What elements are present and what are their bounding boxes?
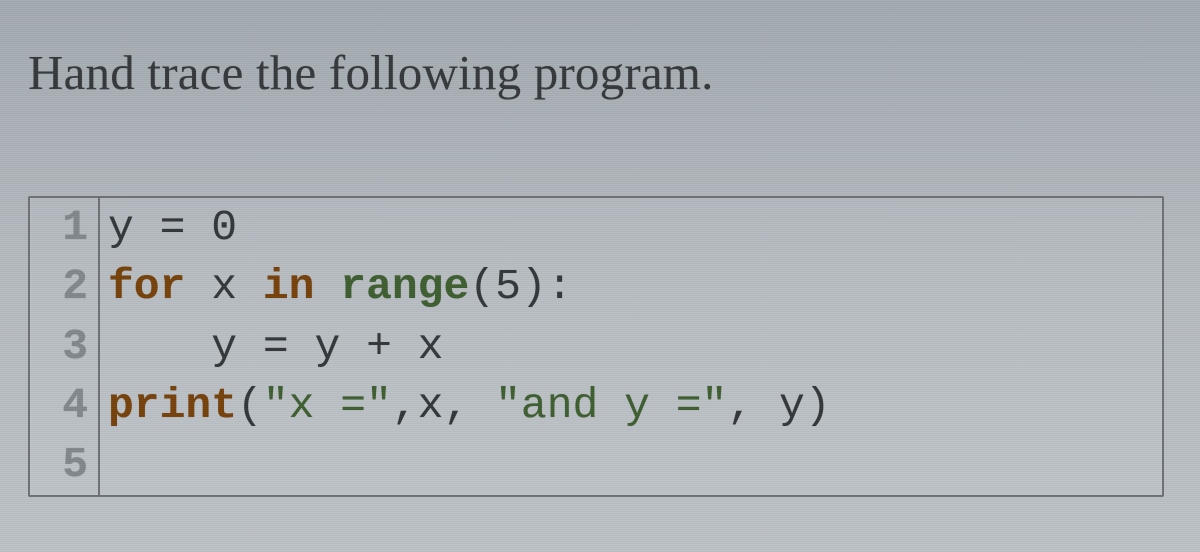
line-number: 3 xyxy=(30,317,99,376)
code-content: print("x =",x, "and y =", y) xyxy=(99,376,1162,435)
code-line: 5 xyxy=(30,435,1162,494)
line-number: 4 xyxy=(30,376,99,435)
code-listing: 1y = 02for x in range(5):3 y = y + x4pri… xyxy=(28,196,1164,497)
code-line: 3 y = y + x xyxy=(30,317,1162,376)
code-content: for x in range(5): xyxy=(99,257,1162,316)
code-line: 1y = 0 xyxy=(30,198,1162,257)
code-line: 2for x in range(5): xyxy=(30,257,1162,316)
code-line: 4print("x =",x, "and y =", y) xyxy=(30,376,1162,435)
code-content xyxy=(99,435,1162,494)
line-number: 1 xyxy=(30,198,99,257)
code-content: y = 0 xyxy=(99,198,1162,257)
line-number: 5 xyxy=(30,435,99,494)
code-content: y = y + x xyxy=(99,317,1162,376)
line-number: 2 xyxy=(30,257,99,316)
question-text: Hand trace the following program. xyxy=(28,44,714,101)
